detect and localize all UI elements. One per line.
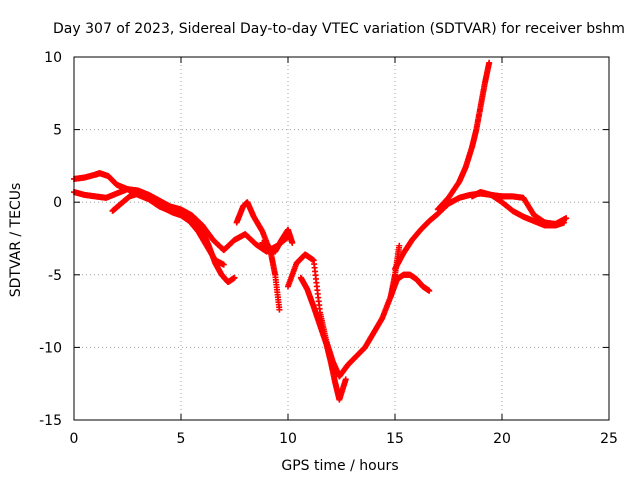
y-tick-label: 0 [53, 195, 62, 211]
y-tick-label: -5 [48, 268, 62, 284]
series-trace-9 [392, 190, 570, 272]
x-tick-label: 5 [177, 431, 186, 447]
series-trace-10 [434, 59, 493, 213]
data-point [426, 287, 433, 294]
axis-ticks [73, 56, 610, 421]
data-point [276, 306, 283, 313]
y-tick-label: 5 [53, 123, 62, 139]
data-point [231, 274, 238, 281]
series-trace-7 [297, 274, 349, 403]
x-tick-label: 15 [386, 431, 404, 447]
data-point [561, 219, 568, 226]
x-tick-labels: 0 5 10 15 20 25 [70, 431, 618, 447]
data-point [220, 261, 227, 268]
x-tick-label: 20 [493, 431, 511, 447]
series-trace-5 [259, 226, 296, 255]
series-trace-4 [233, 199, 283, 313]
gridlines [74, 57, 609, 420]
y-tick-label: -15 [39, 413, 62, 429]
data-point [289, 239, 296, 246]
data-point [486, 59, 493, 66]
data-point [563, 215, 570, 222]
data-points [71, 59, 570, 403]
chart-title: Day 307 of 2023, Sidereal Day-to-day VTE… [53, 21, 625, 37]
x-axis-title: GPS time / hours [281, 458, 398, 474]
y-tick-label: 10 [44, 50, 62, 66]
y-axis-title: SDTVAR / TECUs [8, 183, 24, 298]
y-tick-label: -10 [39, 340, 62, 356]
plot-frame [73, 56, 610, 421]
data-point [396, 242, 403, 249]
data-point [342, 376, 349, 383]
x-tick-label: 10 [279, 431, 297, 447]
x-tick-label: 0 [70, 431, 79, 447]
x-tick-label: 25 [600, 431, 618, 447]
series-trace-11 [469, 189, 568, 229]
series-trace-6 [285, 242, 403, 380]
series-trace-1 [71, 170, 238, 286]
series-trace-3 [109, 190, 227, 268]
series-trace-8 [387, 271, 433, 300]
y-tick-labels: -15 -10 -5 0 5 10 [39, 50, 62, 429]
